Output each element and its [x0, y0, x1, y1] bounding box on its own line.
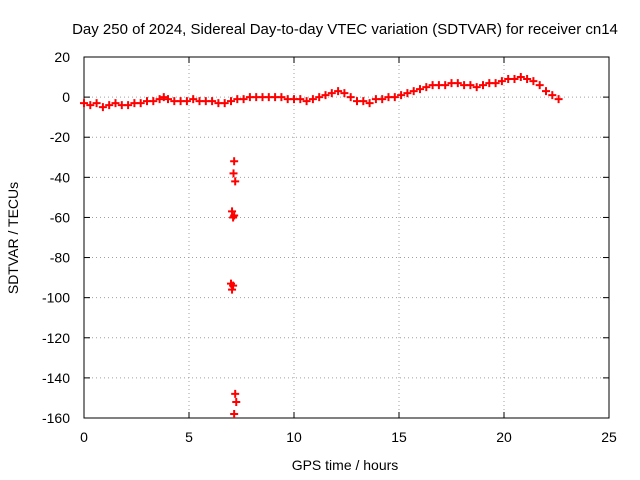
y-tick-label: -160 — [42, 410, 70, 426]
data-point — [92, 99, 101, 108]
data-point — [111, 99, 120, 108]
data-point — [228, 285, 237, 294]
data-point — [230, 211, 239, 220]
data-point — [327, 89, 336, 98]
data-point — [334, 87, 343, 96]
data-point — [239, 95, 248, 104]
data-point — [542, 87, 550, 96]
data-point — [365, 99, 374, 108]
y-tick-label: -40 — [50, 169, 70, 185]
x-axis-ticks: 0 5 10 15 20 25 — [80, 57, 617, 445]
data-point — [359, 97, 368, 106]
data-point — [479, 81, 487, 90]
data-point — [182, 97, 191, 106]
data-point — [164, 95, 172, 104]
data-point — [229, 281, 238, 290]
y-tick-label: 20 — [54, 49, 70, 65]
x-tick-label: 10 — [286, 429, 302, 445]
data-point — [136, 99, 145, 108]
data-point — [554, 95, 563, 104]
data-point — [227, 97, 235, 106]
data-point — [86, 101, 95, 110]
data-point — [105, 101, 114, 110]
data-point — [208, 97, 217, 106]
data-point — [529, 77, 538, 86]
data-point — [315, 93, 324, 102]
data-point — [277, 93, 286, 102]
data-point — [497, 77, 506, 86]
data-point — [378, 95, 387, 104]
data-point — [441, 81, 450, 90]
data-point — [453, 79, 462, 88]
data-point — [523, 75, 532, 84]
data-point — [228, 207, 237, 216]
y-tick-label: -20 — [50, 129, 70, 145]
data-points — [80, 73, 563, 418]
data-point — [220, 99, 229, 108]
data-point — [124, 101, 133, 110]
y-tick-label: -100 — [42, 290, 70, 306]
data-point — [535, 81, 544, 90]
data-point — [516, 73, 525, 82]
plot-frame — [83, 56, 610, 419]
x-tick-label: 0 — [80, 429, 88, 445]
data-point — [548, 91, 557, 100]
data-point — [409, 87, 418, 96]
y-axis-label: SDTVAR / TECUs — [5, 182, 21, 294]
data-point — [466, 81, 475, 90]
data-point — [232, 397, 241, 406]
x-tick-label: 5 — [185, 429, 193, 445]
data-point — [230, 409, 239, 418]
y-tick-label: 0 — [62, 89, 70, 105]
data-point — [231, 389, 240, 398]
x-tick-label: 15 — [391, 429, 407, 445]
y-tick-label: -80 — [50, 250, 70, 266]
data-point — [403, 89, 412, 98]
data-point — [155, 95, 164, 104]
grid — [84, 57, 609, 418]
data-point — [416, 85, 424, 94]
data-point — [491, 79, 500, 88]
data-point — [189, 95, 198, 104]
chart-title: Day 250 of 2024, Sidereal Day-to-day VTE… — [72, 21, 618, 38]
x-tick-label: 25 — [601, 429, 617, 445]
y-tick-label: -60 — [50, 209, 70, 225]
x-tick-label: 20 — [496, 429, 512, 445]
data-point — [510, 75, 519, 84]
x-axis-label: GPS time / hours — [292, 457, 399, 473]
data-point — [390, 93, 399, 102]
data-point — [159, 93, 168, 102]
y-tick-label: -140 — [42, 370, 70, 386]
data-point — [346, 93, 355, 102]
data-point — [302, 97, 311, 106]
y-axis-ticks: 20 0 -20 -40 -60 -80 -100 -120 -140 -160 — [42, 49, 609, 426]
data-point — [296, 95, 305, 104]
y-tick-label: -120 — [42, 330, 70, 346]
data-point — [422, 83, 431, 92]
data-point — [80, 99, 88, 108]
data-point — [229, 169, 238, 178]
data-point — [98, 103, 107, 112]
data-point — [230, 157, 239, 166]
data-point — [472, 83, 481, 92]
data-point — [308, 95, 317, 104]
data-point — [149, 97, 158, 106]
data-point — [321, 91, 330, 100]
data-point — [340, 89, 349, 98]
data-point — [397, 91, 406, 100]
data-point — [231, 177, 240, 186]
